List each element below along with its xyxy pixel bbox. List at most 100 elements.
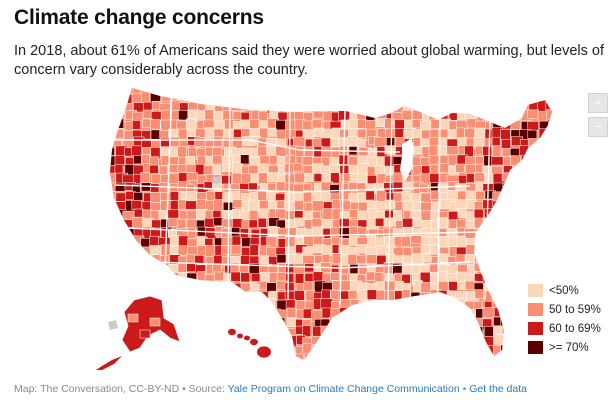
county-cell[interactable] xyxy=(401,289,411,300)
county-cell[interactable] xyxy=(203,181,213,190)
county-cell[interactable] xyxy=(502,237,513,248)
county-cell[interactable] xyxy=(348,345,360,357)
county-cell[interactable] xyxy=(546,145,557,156)
county-cell[interactable] xyxy=(214,344,227,357)
county-cell[interactable] xyxy=(457,346,468,356)
county-cell[interactable] xyxy=(178,352,187,362)
county-cell[interactable] xyxy=(483,111,493,121)
county-cell[interactable] xyxy=(222,316,235,329)
county-cell[interactable] xyxy=(528,218,542,229)
county-cell[interactable] xyxy=(113,118,124,129)
county-cell[interactable] xyxy=(277,100,288,112)
county-cell[interactable] xyxy=(367,352,377,363)
county-cell[interactable] xyxy=(376,245,387,255)
county-cell[interactable] xyxy=(187,298,198,311)
county-cell[interactable] xyxy=(141,255,152,265)
county-cell[interactable] xyxy=(475,163,484,174)
county-cell[interactable] xyxy=(203,352,213,364)
county-cell[interactable] xyxy=(367,346,380,356)
alaska-borough[interactable] xyxy=(127,313,139,323)
county-cell[interactable] xyxy=(475,84,488,93)
county-cell[interactable] xyxy=(339,343,352,355)
county-cell[interactable] xyxy=(204,334,216,346)
county-cell[interactable] xyxy=(420,318,432,330)
county-cell[interactable] xyxy=(448,281,458,292)
county-cell[interactable] xyxy=(358,307,370,319)
county-cell[interactable] xyxy=(359,326,370,339)
county-cell[interactable] xyxy=(473,93,486,106)
county-cell[interactable] xyxy=(284,282,295,292)
county-cell[interactable] xyxy=(402,352,414,364)
county-cell[interactable] xyxy=(510,336,522,348)
county-cell[interactable] xyxy=(131,145,142,157)
county-cell[interactable] xyxy=(385,335,396,347)
county-cell[interactable] xyxy=(394,119,406,131)
county-cell[interactable] xyxy=(295,84,307,95)
county-cell[interactable] xyxy=(547,244,557,258)
county-cell[interactable] xyxy=(502,281,515,293)
county-cell[interactable] xyxy=(240,291,251,301)
county-cell[interactable] xyxy=(545,138,555,149)
county-cell[interactable] xyxy=(294,353,304,365)
county-cell[interactable] xyxy=(140,91,150,103)
county-cell[interactable] xyxy=(384,318,394,329)
county-cell[interactable] xyxy=(473,326,484,338)
county-cell[interactable] xyxy=(185,200,198,210)
county-cell[interactable] xyxy=(501,172,511,182)
county-cell[interactable] xyxy=(546,264,558,274)
county-cell[interactable] xyxy=(115,273,126,286)
county-cell[interactable] xyxy=(518,94,528,104)
county-cell[interactable] xyxy=(133,271,145,281)
county-cell[interactable] xyxy=(403,101,413,111)
county-cell[interactable] xyxy=(448,299,461,311)
county-cell[interactable] xyxy=(151,282,165,295)
county-cell[interactable] xyxy=(430,334,441,345)
county-cell[interactable] xyxy=(149,272,163,283)
county-cell[interactable] xyxy=(512,110,524,120)
county-cell[interactable] xyxy=(187,282,197,294)
county-cell[interactable] xyxy=(529,235,541,245)
county-cell[interactable] xyxy=(518,174,531,186)
county-cell[interactable] xyxy=(464,254,476,264)
county-cell[interactable] xyxy=(105,246,117,257)
county-cell[interactable] xyxy=(546,156,556,168)
county-cell[interactable] xyxy=(249,119,260,130)
county-cell[interactable] xyxy=(476,110,488,122)
county-cell[interactable] xyxy=(484,263,495,274)
county-cell[interactable] xyxy=(538,236,550,248)
county-cell[interactable] xyxy=(502,191,513,204)
county-cell[interactable] xyxy=(113,262,125,272)
county-cell[interactable] xyxy=(510,155,521,168)
county-cell[interactable] xyxy=(251,101,261,112)
county-cell[interactable] xyxy=(221,245,232,256)
county-cell[interactable] xyxy=(266,172,280,183)
county-cell[interactable] xyxy=(482,273,494,285)
county-cell[interactable] xyxy=(312,345,325,357)
county-cell[interactable] xyxy=(178,191,187,200)
county-cell[interactable] xyxy=(457,353,470,365)
county-cell[interactable] xyxy=(502,111,512,122)
county-cell[interactable] xyxy=(240,91,251,103)
county-cell[interactable] xyxy=(106,172,116,184)
county-cell[interactable] xyxy=(251,91,263,101)
county-cell[interactable] xyxy=(294,290,305,301)
county-cell[interactable] xyxy=(358,201,368,213)
county-cell[interactable] xyxy=(546,165,557,178)
county-cell[interactable] xyxy=(223,83,235,95)
county-cell[interactable] xyxy=(340,85,351,97)
county-cell[interactable] xyxy=(456,84,467,95)
county-cell[interactable] xyxy=(294,200,304,211)
county-cell[interactable] xyxy=(186,272,197,285)
county-cell[interactable] xyxy=(509,280,522,290)
county-cell[interactable] xyxy=(186,344,197,355)
county-cell[interactable] xyxy=(195,298,208,310)
county-cell[interactable] xyxy=(502,336,513,347)
county-cell[interactable] xyxy=(491,136,501,147)
county-cell[interactable] xyxy=(213,199,223,211)
county-cell[interactable] xyxy=(491,281,503,293)
county-cell[interactable] xyxy=(466,334,476,347)
county-cell[interactable] xyxy=(348,118,359,129)
county-cell[interactable] xyxy=(178,271,189,284)
county-cell[interactable] xyxy=(239,317,251,328)
